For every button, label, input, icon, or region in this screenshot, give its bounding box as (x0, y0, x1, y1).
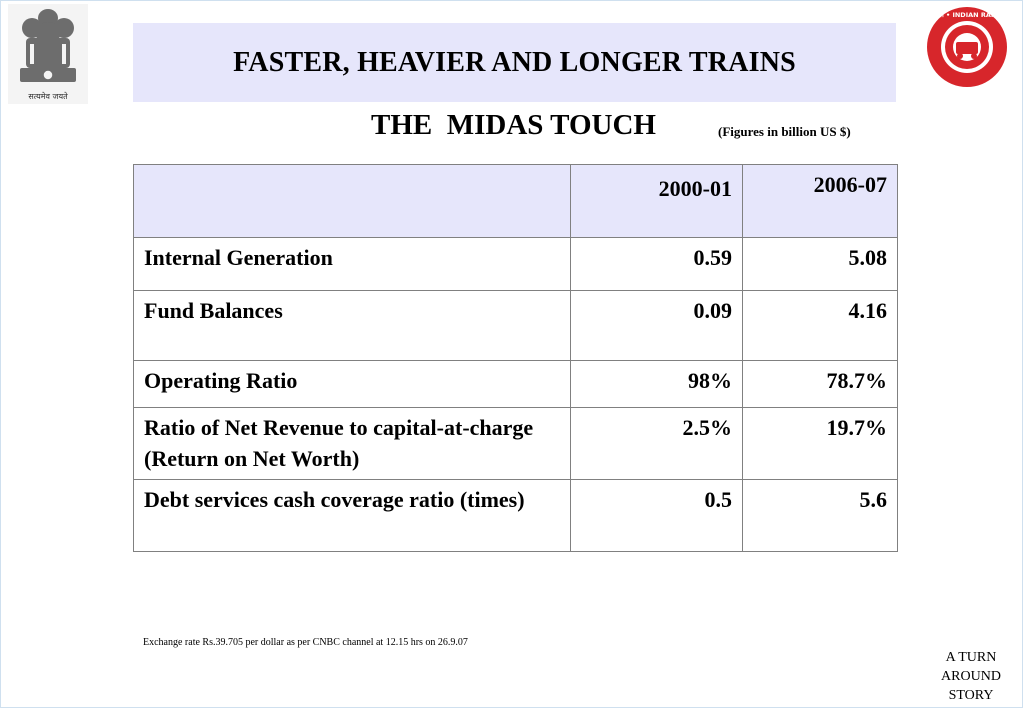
header-cell-2000-01: 2000-01 (570, 164, 743, 238)
logo-text: भारतीय रेल • INDIAN RAILWAYS (926, 11, 1008, 19)
row-label: Operating Ratio (133, 360, 571, 408)
row-label: Internal Generation (133, 237, 571, 291)
page-title: FASTER, HEAVIER AND LONGER TRAINS (233, 46, 796, 78)
subtitle: THE MIDAS TOUCH (371, 109, 656, 141)
row-value-2006-07: 78.7% (742, 360, 898, 408)
row-value-2006-07: 4.16 (742, 290, 898, 361)
row-label: Ratio of Net Revenue to capital-at-charg… (133, 407, 571, 480)
row-value-2000-01: 2.5% (570, 407, 743, 480)
table-header-row: 2000-01 2006-07 (133, 164, 898, 238)
table-row: Internal Generation 0.59 5.08 (133, 237, 898, 291)
row-label: Debt services cash coverage ratio (times… (133, 479, 571, 552)
table-row: Ratio of Net Revenue to capital-at-charg… (133, 407, 898, 480)
table-row: Debt services cash coverage ratio (times… (133, 479, 898, 552)
row-value-2000-01: 0.59 (570, 237, 743, 291)
title-bar: FASTER, HEAVIER AND LONGER TRAINS (133, 23, 896, 102)
row-label: Fund Balances (133, 290, 571, 361)
tagline: A TURN AROUND STORY (941, 650, 1001, 703)
units-note: (Figures in billion US $) (718, 124, 851, 139)
row-value-2000-01: 98% (570, 360, 743, 408)
financial-table: 2000-01 2006-07 Internal Generation 0.59… (133, 164, 898, 552)
table-row: Fund Balances 0.09 4.16 (133, 290, 898, 361)
exchange-rate-footnote: Exchange rate Rs.39.705 per dollar as pe… (143, 637, 468, 648)
emblem-caption: सत्यमेव जयते (28, 91, 68, 101)
row-value-2006-07: 5.08 (742, 237, 898, 291)
header-cell-2006-07: 2006-07 (742, 164, 898, 238)
row-value-2000-01: 0.09 (570, 290, 743, 361)
indian-railways-logo-icon: भारतीय रेल • INDIAN RAILWAYS (926, 7, 1008, 87)
row-value-2006-07: 19.7% (742, 407, 898, 480)
row-value-2006-07: 5.6 (742, 479, 898, 552)
row-value-2000-01: 0.5 (570, 479, 743, 552)
header-cell-empty (133, 164, 571, 238)
table-row: Operating Ratio 98% 78.7% (133, 360, 898, 408)
national-emblem-icon: सत्यमेव जयते (8, 4, 88, 104)
